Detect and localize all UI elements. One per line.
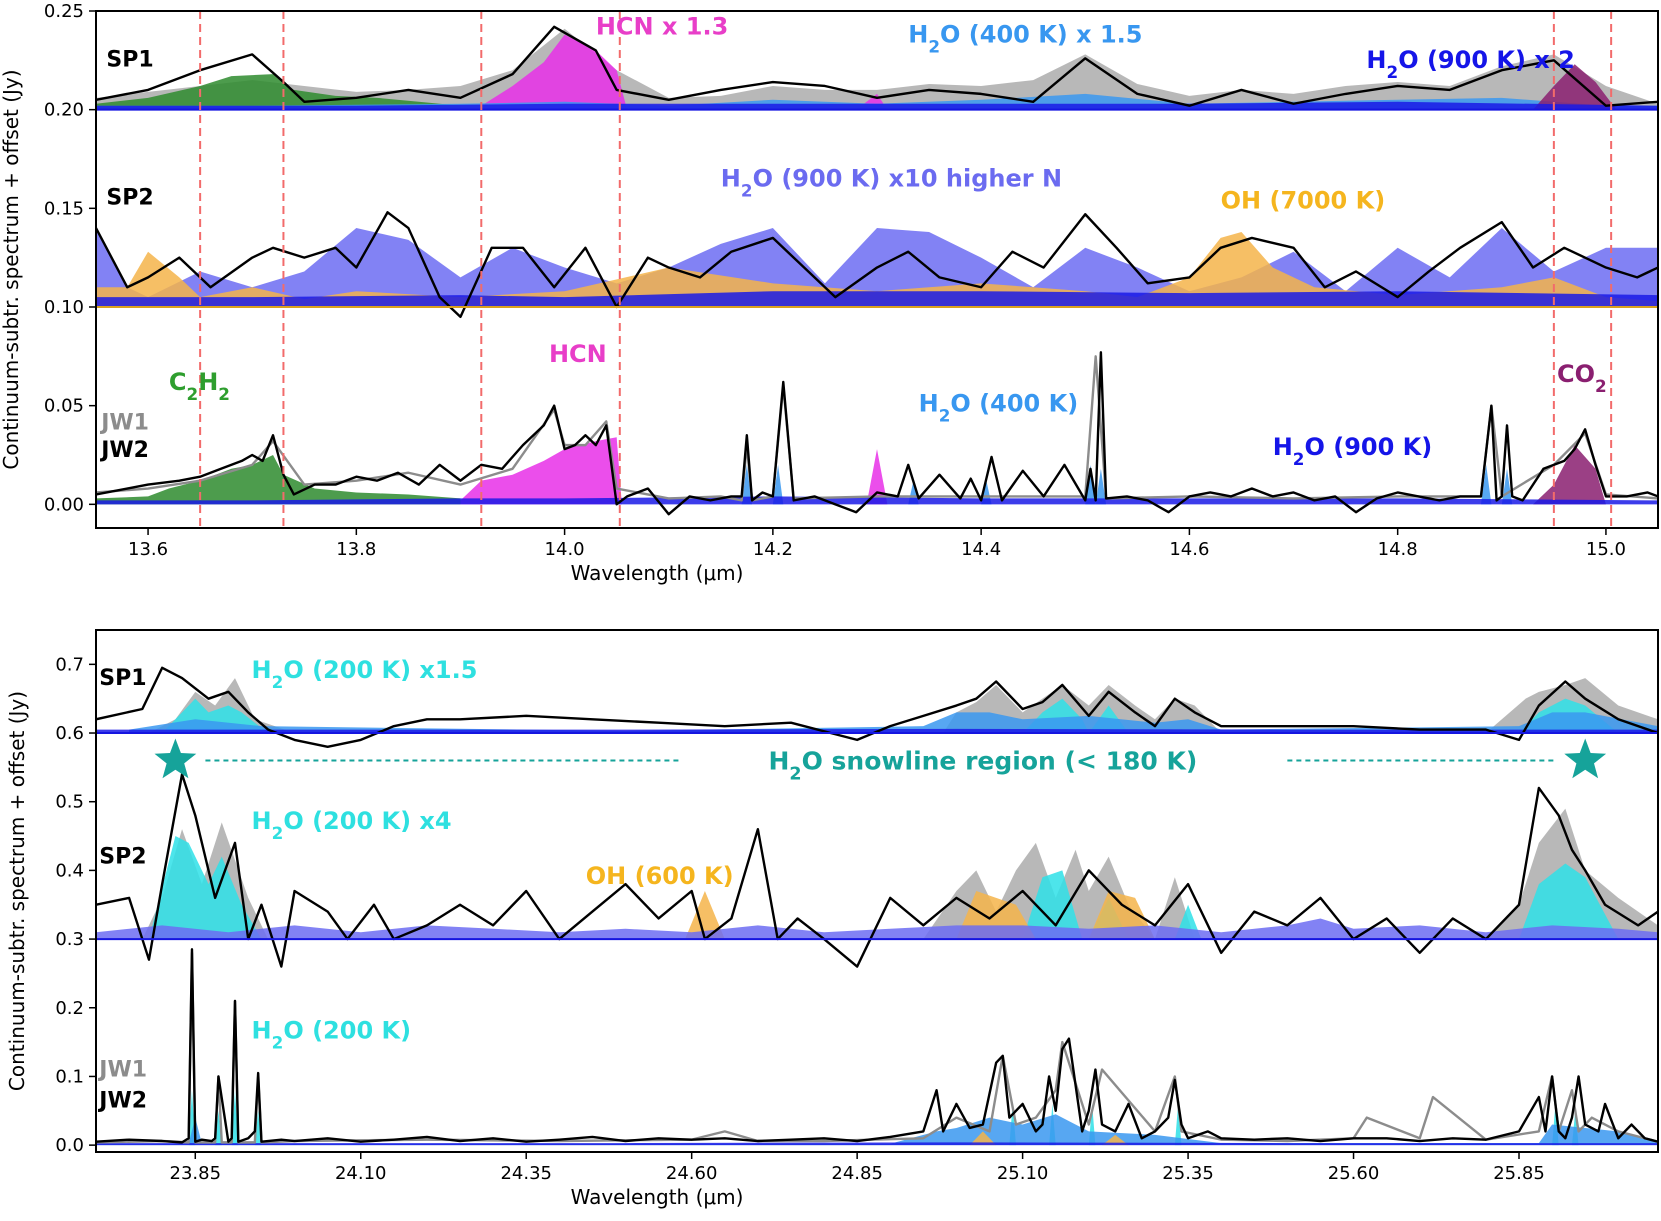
label-jw1: JW1 xyxy=(99,410,149,435)
label-h2o200x15: H2O (200 K) x1.5 xyxy=(252,656,478,692)
x-tick-label: 24.10 xyxy=(335,1163,387,1184)
sp1-c2h2-area xyxy=(96,74,461,110)
y-tick-label: 0.2 xyxy=(55,998,84,1019)
y-tick-label: 0.7 xyxy=(55,654,84,675)
x-tick-label: 24.85 xyxy=(831,1163,883,1184)
x-axis-label: Wavelength (μm) xyxy=(571,561,744,585)
y-tick-label: 0.15 xyxy=(44,198,84,219)
x-tick-label: 14.8 xyxy=(1378,539,1418,560)
snowline-label: H2O snowline region (< 180 K) xyxy=(768,747,1197,785)
jw1-line xyxy=(96,951,1658,1144)
y-tick-label: 0.3 xyxy=(55,929,84,950)
snowline-star-left xyxy=(154,738,197,779)
label-h2o200x4: H2O (200 K) x4 xyxy=(252,807,452,843)
y-tick-label: 0.00 xyxy=(44,494,84,515)
jw2-line xyxy=(96,351,1658,516)
label-h2o400x: H2O (400 K) x 1.5 xyxy=(908,21,1142,57)
label-sp2: SP2 xyxy=(106,185,153,210)
label-co2: CO2 xyxy=(1557,360,1607,396)
x-tick-label: 14.6 xyxy=(1169,539,1209,560)
sp1-hcn-area xyxy=(481,34,888,110)
y-tick-label: 0.0 xyxy=(55,1135,84,1156)
label-jw1b: JW1 xyxy=(97,1057,147,1082)
label-oh600: OH (600 K) xyxy=(586,862,734,890)
panel-frame xyxy=(95,629,1659,1153)
panel-frame xyxy=(95,10,1659,529)
label-h2o400: H2O (400 K) xyxy=(919,390,1079,426)
plot-area xyxy=(96,11,1658,528)
jw2-line xyxy=(96,948,1658,1144)
y-tick-label: 0.05 xyxy=(44,396,84,417)
jw-co2-area xyxy=(1533,445,1606,505)
sp2-h2o-200k-area xyxy=(148,836,1619,940)
x-tick-label: 13.6 xyxy=(128,539,168,560)
x-axis-label: Wavelength (μm) xyxy=(571,1185,744,1209)
y-tick-label: 0.25 xyxy=(44,1,84,22)
sp1-line xyxy=(96,25,1658,107)
sp2-line xyxy=(96,773,1658,968)
y-tick-label: 0.6 xyxy=(55,723,84,744)
y-tick-label: 0.20 xyxy=(44,100,84,121)
label-h2o900n: H2O (900 K) x10 higher N xyxy=(721,165,1062,201)
label-sp1: SP1 xyxy=(106,47,153,72)
x-tick-label: 25.60 xyxy=(1328,1163,1380,1184)
label-h2o900: H2O (900 K) xyxy=(1273,433,1433,469)
x-tick-label: 14.0 xyxy=(545,539,585,560)
sp2-oh-7000k-area xyxy=(96,232,1658,307)
y-tick-label: 0.1 xyxy=(55,1066,84,1087)
label-oh7000: OH (7000 K) xyxy=(1221,186,1386,214)
label-sp2b: SP2 xyxy=(99,845,146,870)
x-tick-label: 14.4 xyxy=(961,539,1001,560)
x-tick-label: 14.2 xyxy=(753,539,793,560)
y-tick-label: 0.5 xyxy=(55,792,84,813)
x-tick-label: 24.35 xyxy=(500,1163,552,1184)
y-tick-label: 0.10 xyxy=(44,297,84,318)
jw-hcn-area xyxy=(460,437,888,505)
jw-h2o-900k-area xyxy=(96,1142,1658,1146)
label-hcn: HCN xyxy=(549,340,607,368)
y-axis-label: Continuum-subtr. spectrum + offset (Jy) xyxy=(0,69,23,469)
label-c2h2: C2H2 xyxy=(169,368,230,404)
panel-2: H2O snowline region (< 180 K) 23.85 24.10 2… xyxy=(5,629,1659,1209)
jw-c2h2-area xyxy=(96,454,461,505)
sp1-h2o-900k-area xyxy=(96,101,1658,110)
sp2-h2o-900k-x10-area xyxy=(96,918,1658,940)
plot-area xyxy=(96,666,1658,1146)
label-jw2b: JW2 xyxy=(97,1088,147,1113)
y-axis-label: Continuum-subtr. spectrum + offset (Jy) xyxy=(5,691,29,1091)
panel-1: 13.6 13.8 14.0 14.2 14.4 14.6 14.8 15.0 0.00 0.05… xyxy=(0,1,1659,585)
sp1-co2-area xyxy=(1533,64,1617,110)
sp2-line xyxy=(96,211,1658,319)
sp1-model-area xyxy=(96,28,1658,110)
label-h2o200: H2O (200 K) xyxy=(252,1017,412,1053)
sp1-model-area xyxy=(96,678,1658,734)
label-h2o900x: H2O (900 K) x 2 xyxy=(1366,46,1574,82)
label-hcn13: HCN x 1.3 xyxy=(596,13,729,41)
label-sp1b: SP1 xyxy=(99,666,146,691)
x-tick-label: 13.8 xyxy=(336,539,376,560)
x-tick-label: 24.60 xyxy=(666,1163,718,1184)
x-tick-label: 15.0 xyxy=(1586,539,1626,560)
x-tick-label: 25.35 xyxy=(1162,1163,1214,1184)
y-tick-label: 0.4 xyxy=(55,860,84,881)
sp2-h2o-900k-area xyxy=(96,291,1658,307)
x-tick-label: 25.10 xyxy=(997,1163,1049,1184)
x-tick-label: 23.85 xyxy=(170,1163,222,1184)
label-jw2: JW2 xyxy=(99,438,149,463)
x-tick-label: 25.85 xyxy=(1493,1163,1545,1184)
snowline-star-right xyxy=(1564,738,1607,779)
